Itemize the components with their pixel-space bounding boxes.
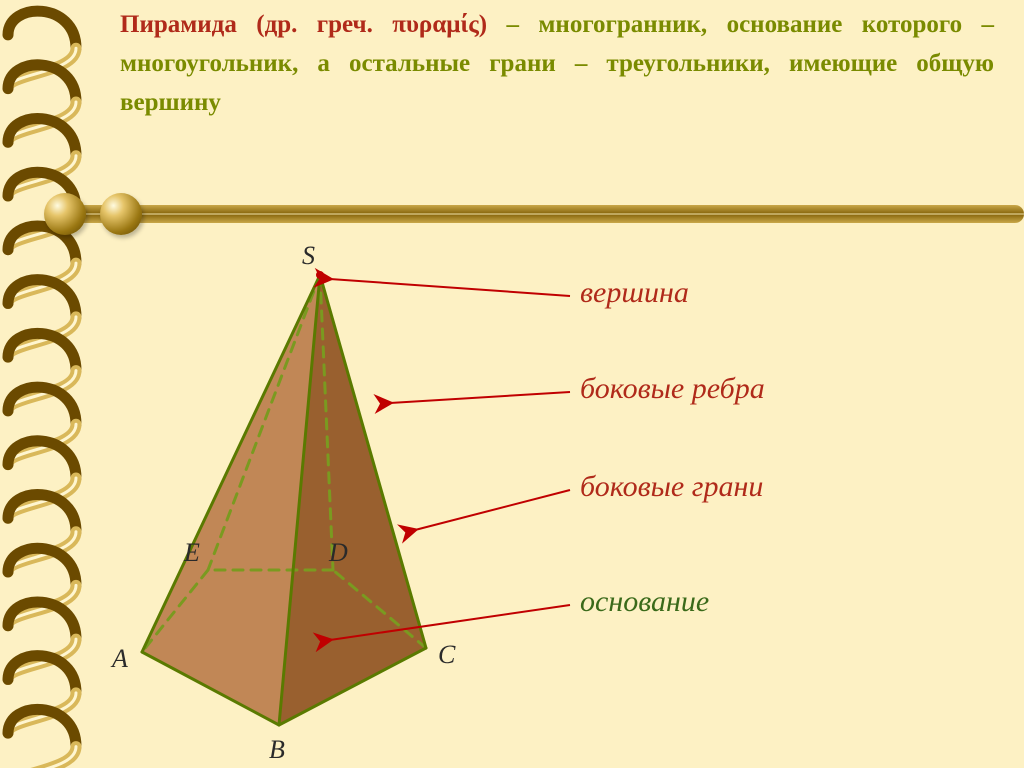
decor-bar	[60, 205, 1024, 223]
decor-knob	[100, 193, 142, 235]
vertex-label: D	[329, 538, 348, 568]
vertex-label: A	[112, 644, 128, 674]
dash: –	[506, 11, 538, 38]
callout-label: боковые ребра	[580, 372, 765, 406]
callout-label: вершина	[580, 276, 689, 310]
slide-stage: { "colors": { "background": "#fdf1c4", "…	[0, 0, 1024, 768]
callout-label: боковые грани	[580, 470, 763, 504]
vertex-label: C	[438, 640, 455, 670]
callout-label: основание	[580, 585, 709, 619]
vertex-label: B	[269, 735, 285, 765]
decor-knob	[44, 193, 86, 235]
vertex-label: E	[184, 538, 200, 568]
definition-text: Пирамида (др. греч. πυραμίς) – многогран…	[120, 6, 994, 122]
term: Пирамида	[120, 11, 237, 38]
etymology: (др. греч. πυραμίς)	[256, 11, 487, 38]
vertex-label: S	[302, 241, 315, 271]
definition-body: многогранник, основание которого – много…	[120, 11, 994, 116]
